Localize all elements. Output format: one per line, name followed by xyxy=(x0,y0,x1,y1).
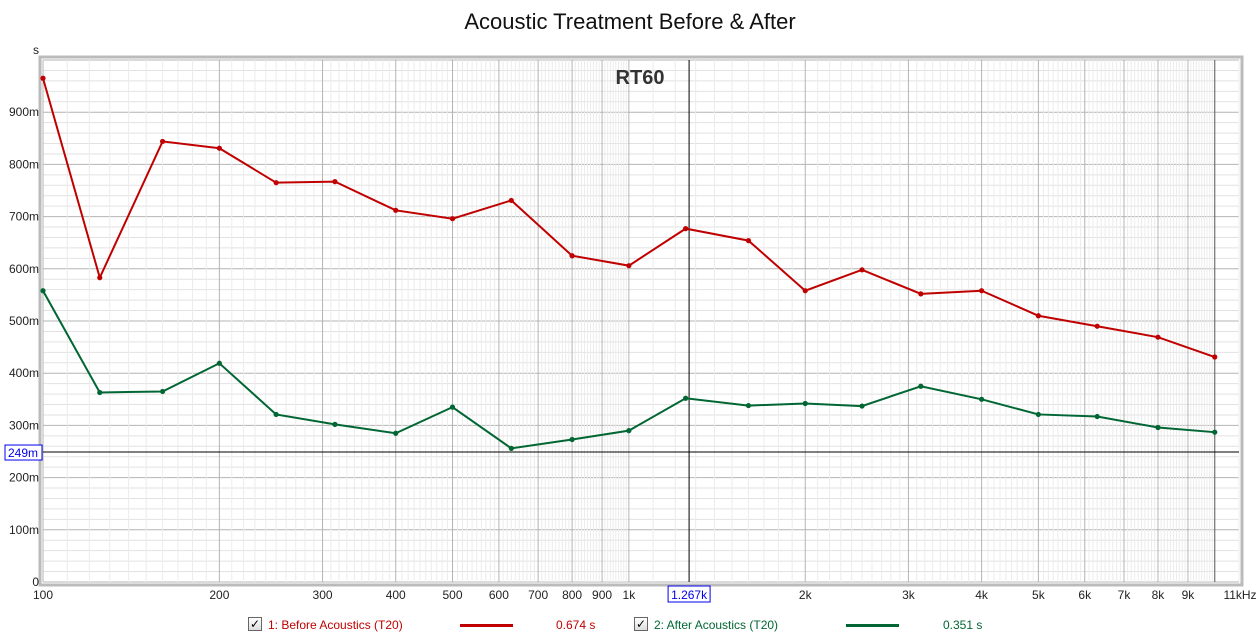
series-2-label: 2: After Acoustics (T20) xyxy=(654,618,779,632)
plot-frame xyxy=(38,55,1244,587)
data-point-series-2 xyxy=(1155,424,1161,431)
data-point-series-2 xyxy=(1212,429,1218,435)
y-tick-label: 400m xyxy=(9,366,39,380)
series-2-value: 0.351 s xyxy=(943,618,983,632)
y-tick-label: 100m xyxy=(9,523,39,537)
cursor-y-readout: 249m xyxy=(8,446,38,460)
data-point-series-2 xyxy=(569,436,575,443)
data-point-series-1 xyxy=(918,291,924,297)
series-2-checkbox[interactable]: ✓ xyxy=(634,617,648,631)
data-point-series-2 xyxy=(449,404,456,410)
y-tick-label: 800m xyxy=(9,157,39,171)
x-tick-label: 300 xyxy=(313,588,333,602)
data-point-series-1 xyxy=(979,288,985,294)
y-tick-label: 900m xyxy=(9,105,39,119)
data-point-series-1 xyxy=(859,267,865,273)
data-point-series-2 xyxy=(859,403,865,409)
data-point-series-1 xyxy=(745,238,752,244)
data-point-series-2 xyxy=(273,411,279,418)
x-tick-label: 800 xyxy=(562,588,582,602)
data-point-series-1 xyxy=(273,180,279,186)
data-point-series-1 xyxy=(802,288,808,294)
data-point-series-1 xyxy=(97,275,103,281)
data-point-series-1 xyxy=(216,145,222,151)
data-point-series-2 xyxy=(802,400,808,407)
y-tick-label: 600m xyxy=(9,262,39,276)
data-point-series-1 xyxy=(508,197,514,204)
data-point-series-2 xyxy=(683,395,689,401)
series-1-value: 0.674 s xyxy=(556,618,596,632)
data-point-series-2 xyxy=(918,383,924,389)
data-point-series-2 xyxy=(745,402,752,409)
data-point-series-1 xyxy=(449,216,456,222)
data-point-series-1 xyxy=(393,207,399,213)
y-axis-unit: s xyxy=(33,43,39,57)
data-point-series-1 xyxy=(159,138,166,145)
x-tick-label: 4k xyxy=(975,588,989,602)
x-tick-label: 500 xyxy=(442,588,462,602)
data-point-series-2 xyxy=(216,360,222,366)
x-tick-label: 7k xyxy=(1118,588,1132,602)
y-tick-label: 700m xyxy=(9,210,39,224)
series-1-swatch xyxy=(460,624,513,627)
data-point-series-2 xyxy=(332,421,338,427)
data-point-series-1 xyxy=(1035,313,1041,319)
x-tick-label: 900 xyxy=(592,588,612,602)
data-point-series-2 xyxy=(979,396,985,402)
data-point-series-2 xyxy=(40,288,46,294)
data-point-series-2 xyxy=(1035,411,1041,418)
cursor-x-box xyxy=(667,585,711,603)
data-point-series-1 xyxy=(1094,323,1100,329)
series-2-swatch xyxy=(846,624,899,627)
x-tick-label: 9k xyxy=(1182,588,1196,602)
x-tick-label: 11kHz xyxy=(1223,588,1256,602)
data-point-series-1 xyxy=(40,75,46,81)
x-tick-label: 6k xyxy=(1078,588,1092,602)
data-point-series-1 xyxy=(1212,354,1218,360)
y-tick-label: 300m xyxy=(9,418,39,432)
series-1-label: 1: Before Acoustics (T20) xyxy=(268,618,403,632)
x-tick-label: 8k xyxy=(1152,588,1166,602)
x-tick-label: 3k xyxy=(902,588,916,602)
x-tick-label: 700 xyxy=(528,588,548,602)
data-point-series-2 xyxy=(508,445,514,451)
series-1-checkbox[interactable]: ✓ xyxy=(248,617,262,631)
x-tick-label: 400 xyxy=(386,588,406,602)
data-point-series-1 xyxy=(332,179,338,185)
chart-title: Acoustic Treatment Before & After xyxy=(464,9,796,34)
data-point-series-2 xyxy=(159,388,166,395)
x-tick-label: 2k xyxy=(799,588,813,602)
x-tick-label: 5k xyxy=(1032,588,1046,602)
x-tick-label: 1k xyxy=(623,588,637,602)
data-point-series-2 xyxy=(1094,413,1100,420)
data-point-series-1 xyxy=(569,253,575,259)
y-tick-label: 0 xyxy=(32,575,39,589)
data-point-series-1 xyxy=(683,226,689,232)
cursor-y-box xyxy=(4,444,43,461)
data-point-series-2 xyxy=(393,430,399,436)
x-tick-label: 100 xyxy=(33,588,53,602)
data-point-series-2 xyxy=(626,428,632,434)
data-point-series-1 xyxy=(1155,334,1161,340)
y-tick-label: 200m xyxy=(9,471,39,485)
y-tick-label: 500m xyxy=(9,314,39,328)
x-tick-label: 600 xyxy=(489,588,509,602)
x-tick-label: 200 xyxy=(209,588,229,602)
cursor-x-readout: 1.267k xyxy=(671,588,708,602)
data-point-series-2 xyxy=(97,389,103,396)
data-point-series-1 xyxy=(626,263,632,269)
plot-label: RT60 xyxy=(616,67,665,89)
